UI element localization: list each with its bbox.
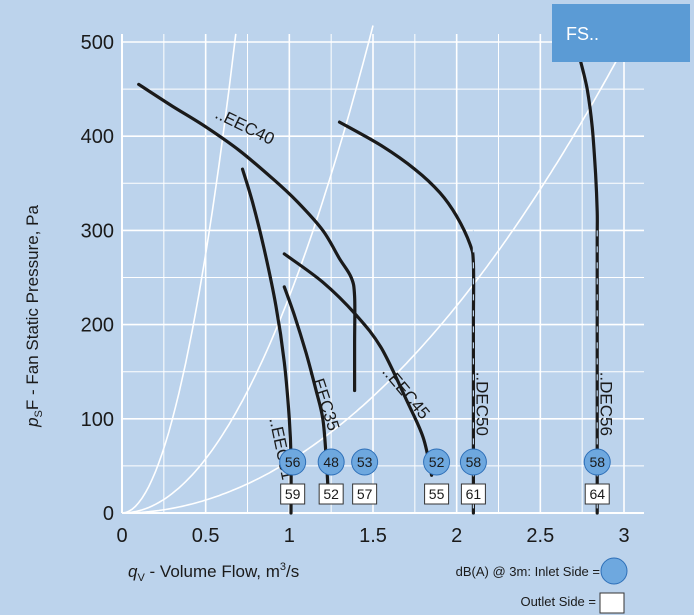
- inlet-db-value: 58: [466, 454, 482, 470]
- x-axis-unit-sup: 3: [280, 561, 286, 573]
- system-curve: [122, 27, 635, 514]
- x-tick-label: 3: [618, 525, 629, 547]
- x-axis-title: qV - Volume Flow, m3/s: [128, 561, 299, 584]
- inlet-db-badge: [423, 448, 451, 476]
- outlet-db-badge: [318, 483, 344, 505]
- x-axis-label-text: - Volume Flow, m: [145, 562, 280, 581]
- y-tick-label: 400: [81, 126, 114, 148]
- inlet-db-badge: [459, 448, 487, 476]
- outlet-db-value: 61: [466, 486, 482, 502]
- y-tick-label: 300: [81, 220, 114, 242]
- fan-curve-line: [282, 252, 434, 477]
- legend-outlet-swatch: [599, 592, 625, 614]
- outlet-db-value: 59: [285, 486, 301, 502]
- inlet-db-value: 56: [285, 454, 301, 470]
- outlet-db-value: 52: [323, 486, 339, 502]
- y-tick-label: 0: [103, 503, 114, 525]
- x-tick-label: 0: [116, 525, 127, 547]
- x-tick-label: 1.5: [359, 525, 387, 547]
- curve-label: ..DEC50: [473, 372, 492, 436]
- y-axis-symbol: p: [23, 417, 42, 427]
- outlet-db-badge: [280, 483, 306, 505]
- inlet-db-value: 48: [323, 454, 339, 470]
- sound-badges: 53 57 56 59 48 52 52 55 58 61 58 64: [279, 448, 611, 505]
- outlet-db-value: 55: [429, 486, 445, 502]
- inlet-db-badge: [583, 448, 611, 476]
- outlet-db-badge: [424, 483, 450, 505]
- curve-label: ..DEC56: [597, 372, 616, 436]
- fan-curve-line: [137, 82, 357, 393]
- inlet-db-badge: [351, 448, 379, 476]
- x-axis-symbol-sub: V: [137, 572, 145, 584]
- y-tick-label: 500: [81, 32, 114, 54]
- outlet-db-badge: [352, 483, 378, 505]
- y-axis-label-text: F - Fan Static Pressure, Pa: [23, 205, 42, 411]
- fan-curves: [137, 59, 599, 515]
- y-axis-title: pSF - Fan Static Pressure, Pa: [23, 205, 45, 428]
- x-tick-label: 0.5: [192, 525, 220, 547]
- system-curve: [121, 33, 237, 514]
- series-tag: [552, 4, 690, 62]
- outlet-db-badge: [584, 483, 610, 505]
- inlet-db-badge: [279, 448, 307, 476]
- fan-curve-line: [578, 59, 599, 515]
- grid: [121, 34, 644, 514]
- axis-ticks: 0 0.5 1 1.5 2 2.5 3 0 100 200 300 400 500: [81, 32, 630, 547]
- x-tick-label: 2: [451, 525, 462, 547]
- y-tick-label: 100: [81, 409, 114, 431]
- outlet-db-value: 64: [589, 486, 605, 502]
- legend-outlet-label: Outlet Side =: [520, 594, 596, 609]
- x-axis-unit-end: /s: [286, 562, 299, 581]
- x-tick-label: 2.5: [526, 525, 554, 547]
- inlet-db-value: 52: [429, 454, 445, 470]
- y-axis-symbol-sub: S: [33, 410, 45, 417]
- inlet-db-value: 58: [589, 454, 605, 470]
- y-tick-label: 200: [81, 315, 114, 337]
- inlet-db-badge: [317, 448, 345, 476]
- x-tick-label: 1: [284, 525, 295, 547]
- outlet-db-value: 57: [357, 486, 373, 502]
- legend-inlet-swatch: [600, 557, 628, 585]
- series-tag-label: FS..: [566, 24, 599, 44]
- outlet-db-badge: [460, 483, 486, 505]
- system-curves: [121, 25, 635, 514]
- system-curve: [121, 25, 374, 514]
- x-axis-symbol: q: [128, 562, 138, 581]
- inlet-db-value: 53: [357, 454, 373, 470]
- legend-inlet-label: dB(A) @ 3m: Inlet Side =: [456, 564, 600, 579]
